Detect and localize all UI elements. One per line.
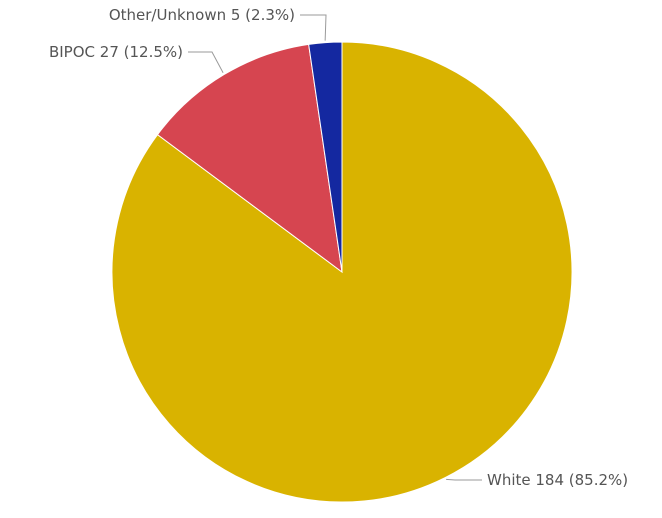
slice-label: BIPOC 27 (12.5%) (49, 43, 183, 61)
pie-slice-other-unknown (308, 41, 343, 273)
slice-label: White 184 (85.2%) (487, 471, 628, 489)
labels-layer: White 184 (85.2%) BIPOC 27 (12.5%) Other/U… (49, 6, 628, 489)
leader-line (300, 14, 327, 41)
pie-slice-bipoc (156, 43, 343, 274)
leader-line (446, 478, 482, 481)
leader-line (188, 51, 224, 74)
slice-label: Other/Unknown 5 (2.3%) (109, 6, 295, 24)
slices-layer (111, 41, 573, 503)
